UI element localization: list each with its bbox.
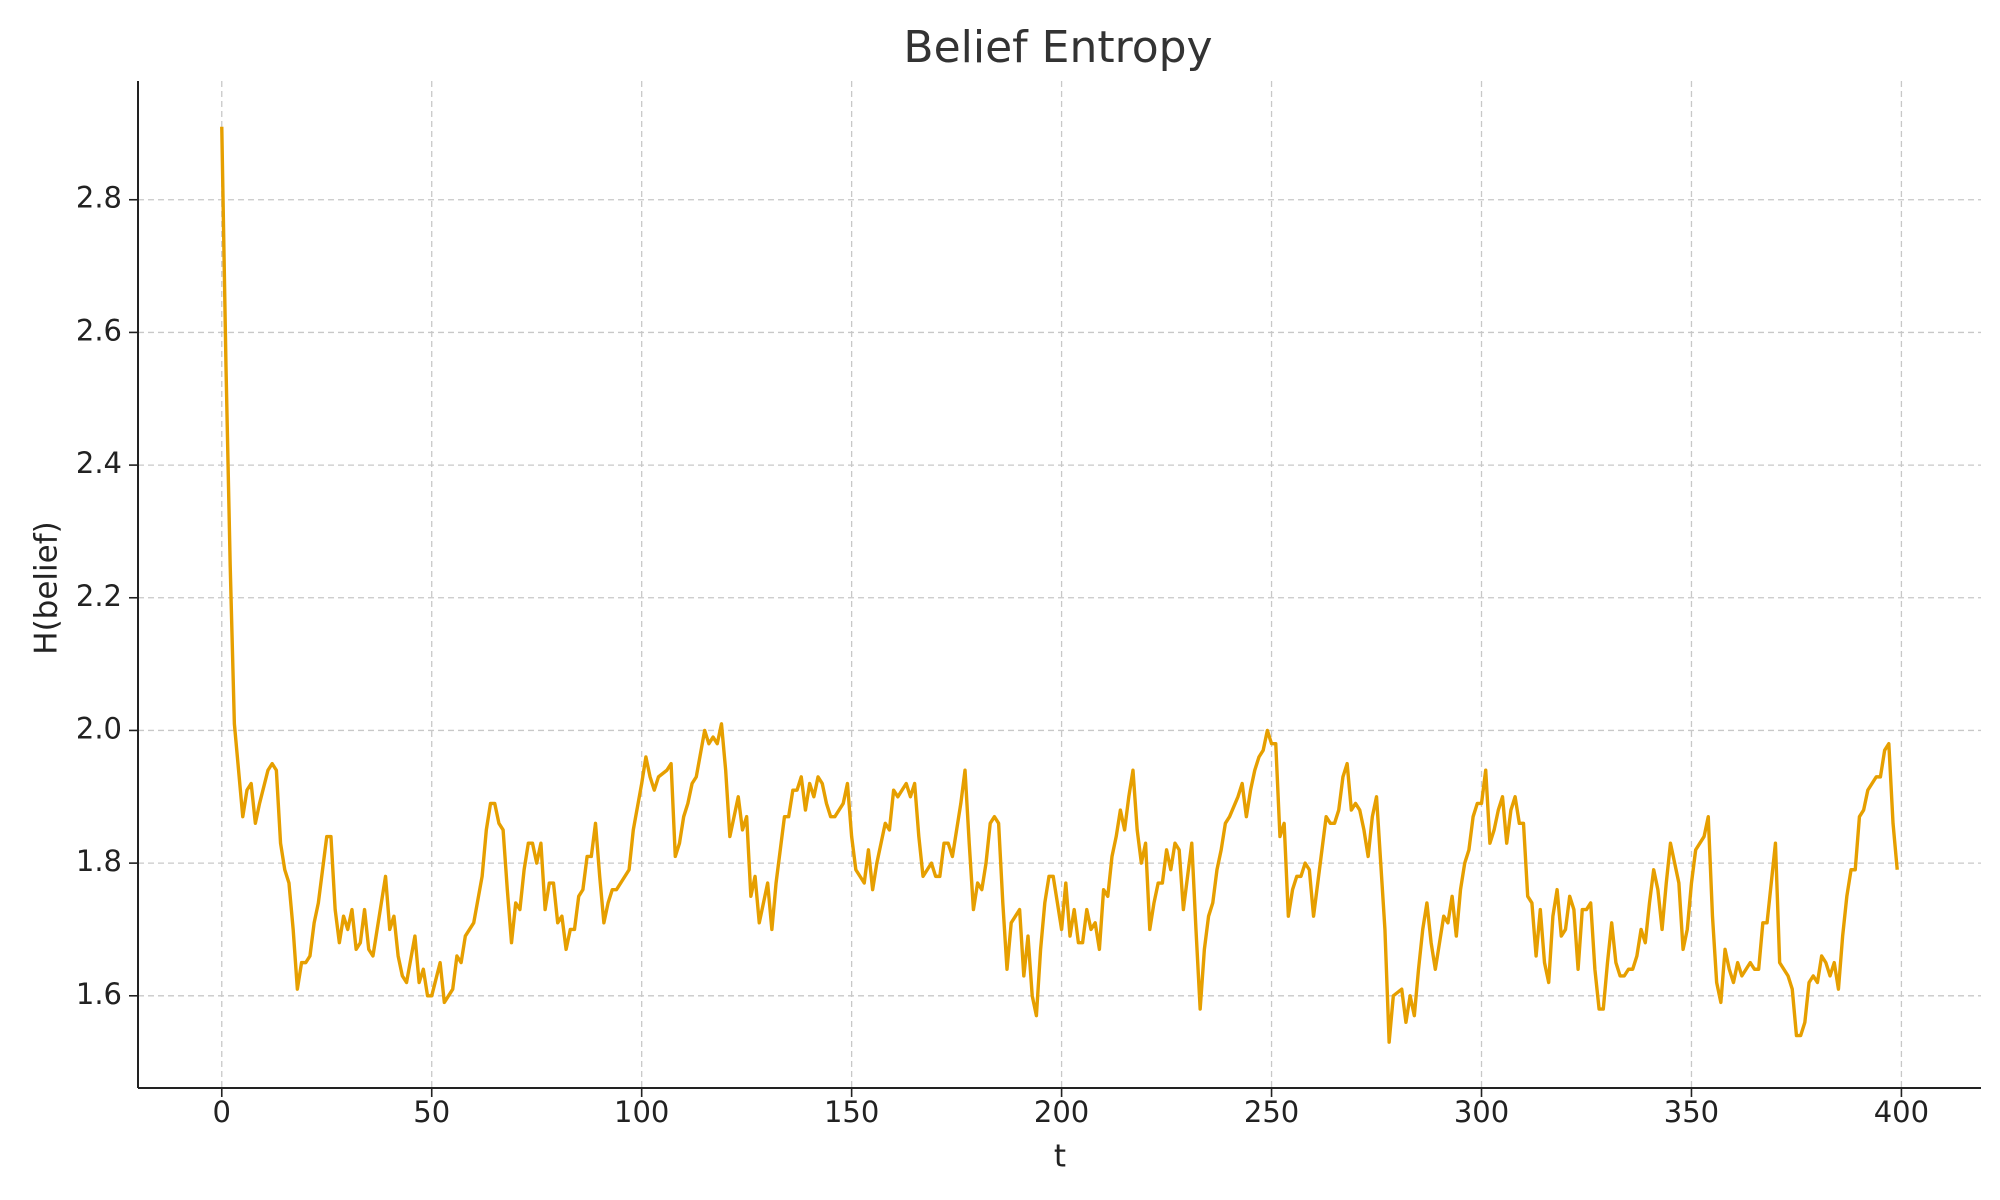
x-tick-label: 250 [1244,1095,1299,1129]
x-tick-label: 50 [413,1095,450,1129]
x-tick-label: 100 [614,1095,669,1129]
x-tick-label: 400 [1874,1095,1929,1129]
data-line [220,126,1899,1044]
y-tick-label: 2.0 [76,711,122,745]
y-tick-label: 2.2 [76,579,122,613]
y-tick-label: 1.6 [76,977,122,1011]
x-axis-label: t [1054,1139,1066,1175]
y-tick-label: 2.4 [76,446,122,480]
x-tick-label: 200 [1034,1095,1089,1129]
chart-title: Belief Entropy [903,22,1212,73]
y-tick-label: 2.6 [76,313,122,347]
x-tick-label: 0 [213,1095,231,1129]
x-tick-label: 150 [824,1095,879,1129]
x-tick-label: 300 [1454,1095,1509,1129]
y-tick-label: 2.8 [76,181,122,215]
y-axis-label: H(belief) [29,521,65,654]
y-tick-label: 1.8 [76,844,122,878]
x-tick-label: 350 [1664,1095,1719,1129]
